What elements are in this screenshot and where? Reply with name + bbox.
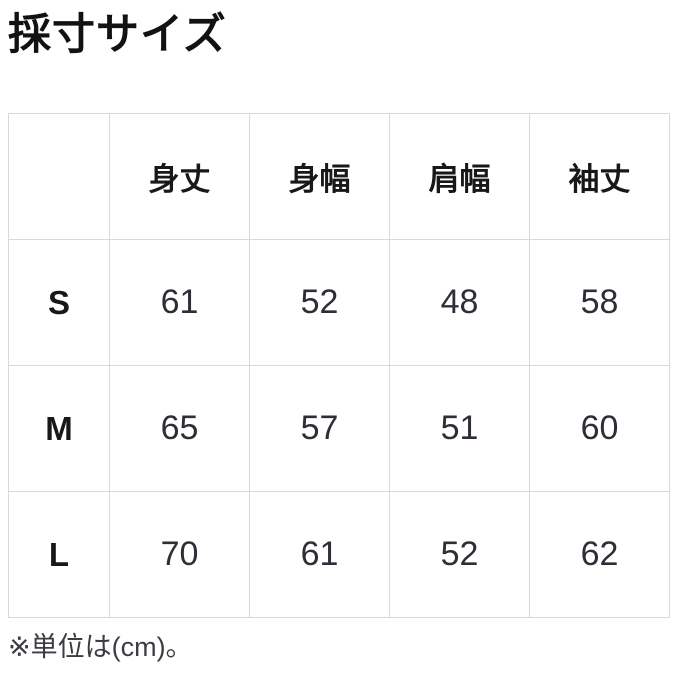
unit-note: ※単位は(cm)。 bbox=[8, 632, 193, 662]
table-row-size-l: L 70 61 52 62 bbox=[8, 491, 670, 618]
size-label: M bbox=[8, 365, 110, 492]
table-row-size-m: M 65 57 51 60 bbox=[8, 365, 670, 492]
measurement-value: 51 bbox=[389, 365, 530, 492]
table-row-size-s: S 61 52 48 58 bbox=[8, 239, 670, 366]
measurement-value: 61 bbox=[249, 491, 390, 618]
measurement-value: 70 bbox=[109, 491, 250, 618]
column-header-shoulder-width: 肩幅 bbox=[389, 113, 530, 240]
page-title: 採寸サイズ bbox=[8, 11, 227, 59]
size-label: S bbox=[8, 239, 110, 366]
column-header-body-width: 身幅 bbox=[249, 113, 390, 240]
measurement-value: 52 bbox=[389, 491, 530, 618]
measurement-value: 60 bbox=[529, 365, 670, 492]
measurement-value: 62 bbox=[529, 491, 670, 618]
size-label: L bbox=[8, 491, 110, 618]
measurement-value: 48 bbox=[389, 239, 530, 366]
column-header-body-length: 身丈 bbox=[109, 113, 250, 240]
measurement-value: 57 bbox=[249, 365, 390, 492]
measurement-value: 61 bbox=[109, 239, 250, 366]
measurement-value: 58 bbox=[529, 239, 670, 366]
header-row: 身丈 身幅 肩幅 袖丈 bbox=[8, 113, 670, 240]
size-table: 身丈 身幅 肩幅 袖丈 S 61 52 48 58 M 65 57 51 60 … bbox=[8, 113, 670, 618]
measurement-value: 65 bbox=[109, 365, 250, 492]
column-header-sleeve-length: 袖丈 bbox=[529, 113, 670, 240]
measurement-value: 52 bbox=[249, 239, 390, 366]
corner-cell bbox=[8, 113, 110, 240]
